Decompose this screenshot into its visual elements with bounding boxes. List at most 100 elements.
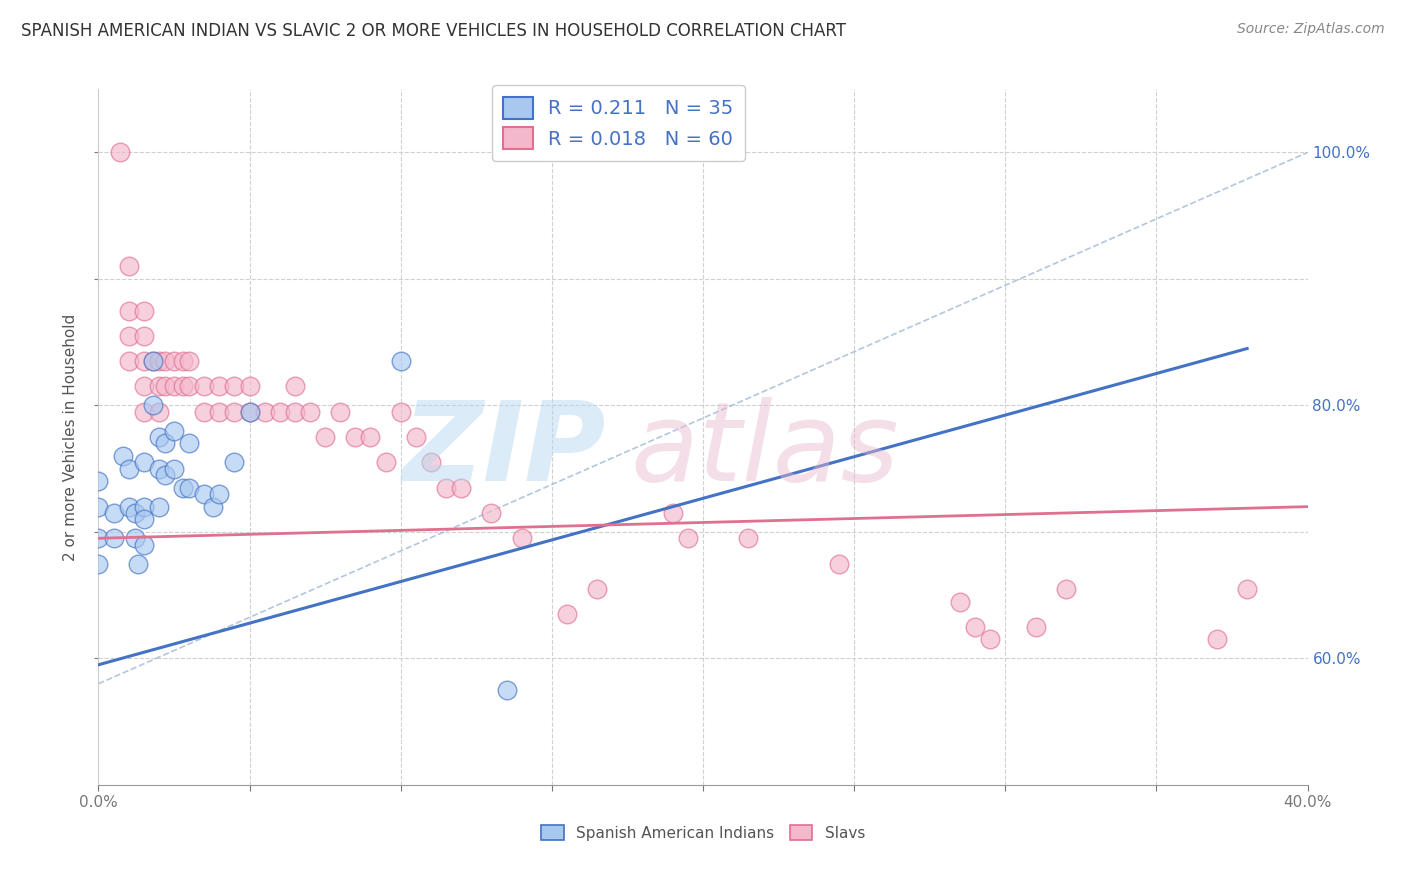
Point <box>586 582 609 596</box>
Point <box>405 430 427 444</box>
Y-axis label: 2 or more Vehicles in Household: 2 or more Vehicles in Household <box>63 313 79 561</box>
Point <box>142 354 165 368</box>
Point <box>163 379 186 393</box>
Point <box>179 436 201 450</box>
Point <box>142 354 165 368</box>
Point <box>148 354 170 368</box>
Point <box>148 379 170 393</box>
Point <box>118 329 141 343</box>
Point <box>434 481 457 495</box>
Point <box>132 512 155 526</box>
Point <box>314 430 336 444</box>
Point <box>481 506 503 520</box>
Point <box>979 632 1001 647</box>
Point <box>87 500 110 514</box>
Point <box>202 500 225 514</box>
Point <box>676 531 699 545</box>
Point <box>132 379 155 393</box>
Point <box>1024 620 1046 634</box>
Point <box>172 354 194 368</box>
Point <box>87 531 110 545</box>
Point <box>661 506 683 520</box>
Point <box>148 405 170 419</box>
Point <box>1206 632 1229 647</box>
Point <box>124 506 146 520</box>
Point <box>103 531 125 545</box>
Text: ZIP: ZIP <box>402 398 606 505</box>
Point <box>127 557 149 571</box>
Point <box>224 405 246 419</box>
Point <box>172 379 194 393</box>
Point <box>172 481 194 495</box>
Point <box>179 379 201 393</box>
Point <box>132 354 155 368</box>
Point <box>510 531 533 545</box>
Point <box>132 455 155 469</box>
Point <box>148 500 170 514</box>
Point <box>965 620 987 634</box>
Point <box>949 594 972 608</box>
Point <box>118 303 141 318</box>
Point <box>224 455 246 469</box>
Point <box>253 405 276 419</box>
Text: SPANISH AMERICAN INDIAN VS SLAVIC 2 OR MORE VEHICLES IN HOUSEHOLD CORRELATION CH: SPANISH AMERICAN INDIAN VS SLAVIC 2 OR M… <box>21 22 846 40</box>
Point <box>269 405 291 419</box>
Point <box>239 405 262 419</box>
Point <box>224 379 246 393</box>
Point <box>208 379 231 393</box>
Point <box>284 405 307 419</box>
Point <box>118 500 141 514</box>
Point <box>163 424 186 438</box>
Point <box>87 475 110 489</box>
Point <box>193 487 215 501</box>
Point <box>118 260 141 274</box>
Point <box>179 481 201 495</box>
Point <box>87 557 110 571</box>
Point <box>111 449 134 463</box>
Point <box>193 405 215 419</box>
Point <box>344 430 367 444</box>
Point <box>108 145 131 160</box>
Point <box>118 461 141 475</box>
Point <box>420 455 443 469</box>
Point <box>284 379 307 393</box>
Point <box>193 379 215 393</box>
Point <box>132 329 155 343</box>
Point <box>360 430 382 444</box>
Point <box>389 354 412 368</box>
Point <box>737 531 759 545</box>
Point <box>179 354 201 368</box>
Point <box>1054 582 1077 596</box>
Point <box>132 405 155 419</box>
Point <box>148 430 170 444</box>
Point <box>495 683 517 698</box>
Point <box>1236 582 1258 596</box>
Point <box>163 354 186 368</box>
Point <box>208 487 231 501</box>
Point <box>132 500 155 514</box>
Point <box>389 405 412 419</box>
Point <box>103 506 125 520</box>
Point <box>153 379 176 393</box>
Point <box>329 405 352 419</box>
Point <box>555 607 578 622</box>
Point <box>153 354 176 368</box>
Text: Source: ZipAtlas.com: Source: ZipAtlas.com <box>1237 22 1385 37</box>
Point <box>124 531 146 545</box>
Point <box>148 461 170 475</box>
Point <box>153 436 176 450</box>
Point <box>118 354 141 368</box>
Text: atlas: atlas <box>630 398 898 505</box>
Point <box>132 538 155 552</box>
Point <box>239 379 262 393</box>
Point <box>450 481 472 495</box>
Point <box>374 455 396 469</box>
Point <box>239 405 262 419</box>
Point <box>208 405 231 419</box>
Point <box>828 557 851 571</box>
Point <box>163 461 186 475</box>
Legend: Spanish American Indians, Slavs: Spanish American Indians, Slavs <box>534 819 872 847</box>
Point <box>142 399 165 413</box>
Point <box>132 303 155 318</box>
Point <box>299 405 322 419</box>
